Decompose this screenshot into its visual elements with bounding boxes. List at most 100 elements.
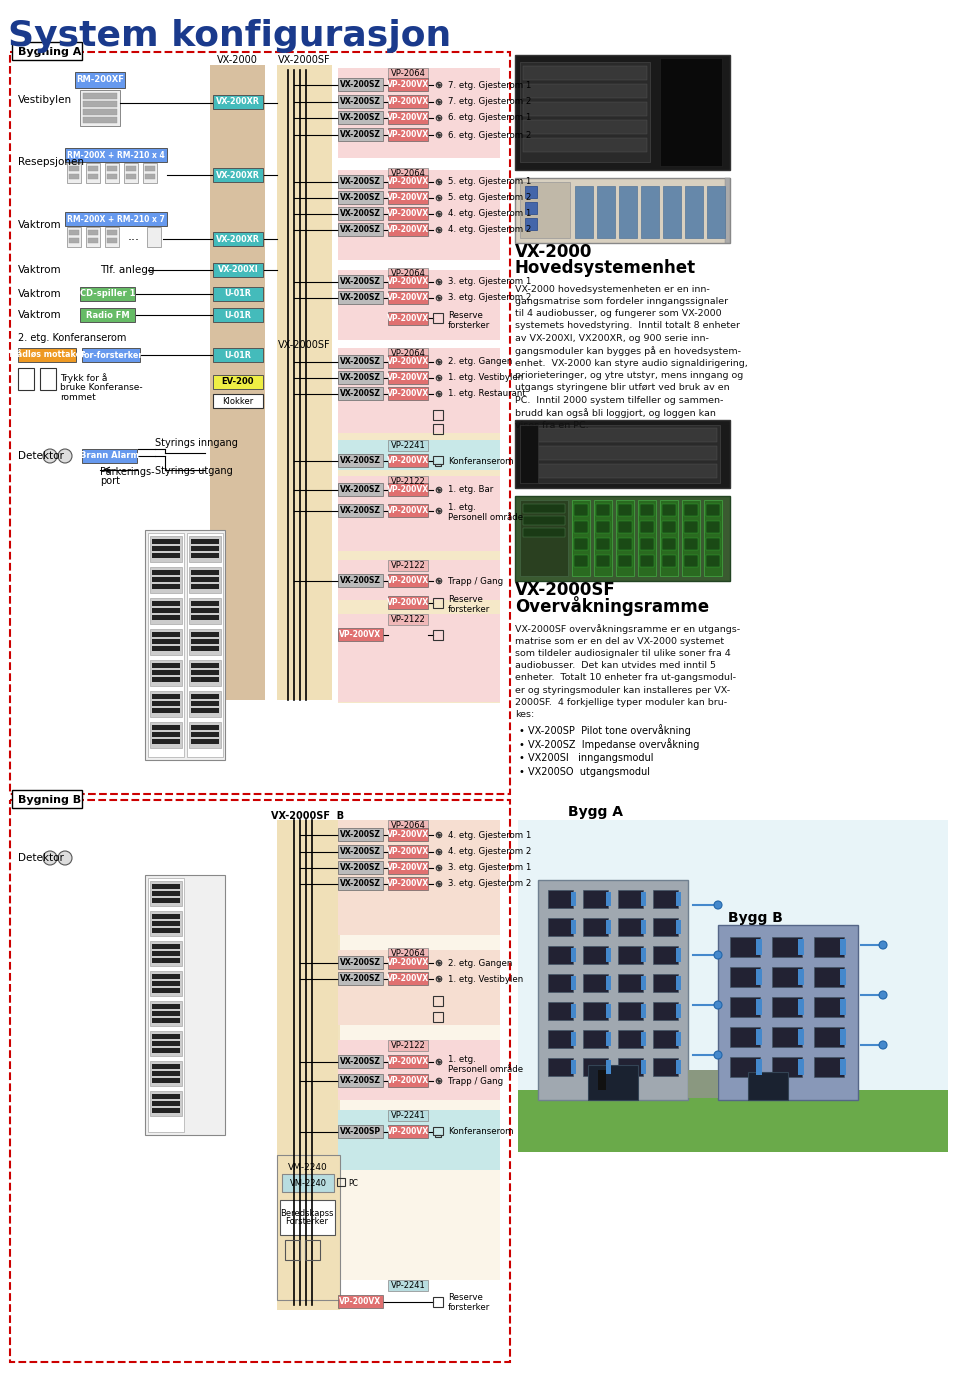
Bar: [641, 1004, 646, 1018]
Bar: [69, 230, 79, 234]
Bar: [277, 1156, 340, 1300]
Bar: [596, 554, 610, 567]
Bar: [338, 348, 500, 433]
Bar: [150, 629, 182, 655]
Polygon shape: [438, 84, 441, 87]
Bar: [145, 876, 225, 1135]
Text: Parkerings-: Parkerings-: [100, 467, 155, 477]
Bar: [152, 1048, 180, 1054]
Bar: [338, 68, 500, 159]
Bar: [618, 1058, 643, 1076]
Bar: [433, 996, 443, 1007]
Bar: [653, 1003, 678, 1020]
Bar: [388, 972, 428, 985]
Bar: [518, 821, 948, 1129]
Bar: [189, 661, 221, 685]
Bar: [388, 1125, 428, 1138]
Text: Forsterker: Forsterker: [285, 1218, 328, 1226]
Text: 3. etg. Gjesterom 2: 3. etg. Gjesterom 2: [448, 294, 532, 302]
Text: VX-200SZ: VX-200SZ: [340, 485, 381, 494]
Text: VX-200SZ: VX-200SZ: [340, 506, 381, 514]
Bar: [618, 918, 643, 936]
Bar: [338, 1055, 383, 1067]
Bar: [571, 1060, 576, 1074]
Text: VP-200VX: VP-200VX: [387, 974, 429, 983]
Bar: [191, 677, 219, 683]
Bar: [772, 1056, 802, 1077]
Bar: [152, 980, 180, 986]
Text: Vaktrom: Vaktrom: [18, 290, 61, 299]
Bar: [606, 920, 611, 934]
Bar: [704, 501, 722, 576]
Text: VP-2122: VP-2122: [391, 1041, 425, 1049]
Text: rommet: rommet: [60, 393, 96, 403]
Text: EV-200: EV-200: [222, 378, 254, 386]
Bar: [772, 967, 802, 987]
Bar: [676, 892, 681, 906]
Bar: [520, 425, 538, 483]
Bar: [191, 632, 219, 637]
Bar: [515, 178, 730, 243]
Bar: [150, 1060, 182, 1087]
Bar: [152, 1100, 180, 1106]
Text: 4. etg. Gjesterom 2: 4. etg. Gjesterom 2: [448, 226, 532, 234]
Bar: [338, 371, 383, 383]
Bar: [583, 918, 608, 936]
Bar: [618, 503, 632, 516]
Text: 1. etg. Vestibylen: 1. etg. Vestibylen: [448, 975, 523, 983]
Text: VP-200VX: VP-200VX: [387, 113, 429, 121]
Text: Reserve: Reserve: [448, 596, 483, 604]
Bar: [571, 920, 576, 934]
Bar: [152, 732, 180, 736]
Text: U-01R: U-01R: [225, 290, 252, 298]
Bar: [685, 186, 703, 239]
Text: Vestibylen: Vestibylen: [18, 95, 72, 105]
Polygon shape: [438, 229, 441, 232]
Bar: [388, 274, 428, 288]
Bar: [12, 790, 82, 808]
Bar: [145, 165, 155, 171]
Bar: [606, 892, 611, 906]
Text: VX-200SZ: VX-200SZ: [340, 878, 381, 888]
Text: VP-200VX: VP-200VX: [387, 130, 429, 139]
Bar: [148, 878, 184, 1132]
Bar: [520, 62, 650, 161]
Bar: [525, 218, 537, 230]
Bar: [515, 421, 730, 488]
Text: VX-2000: VX-2000: [515, 243, 592, 261]
Text: VX-200XR: VX-200XR: [216, 98, 260, 106]
Bar: [388, 371, 428, 383]
Bar: [150, 598, 182, 625]
Bar: [187, 534, 223, 757]
Text: bruke Konferanse-: bruke Konferanse-: [60, 383, 143, 393]
Bar: [676, 1004, 681, 1018]
Polygon shape: [438, 488, 441, 491]
Bar: [152, 1018, 180, 1023]
Bar: [191, 601, 219, 605]
Text: VP-200VX: VP-200VX: [387, 357, 429, 365]
Bar: [338, 354, 383, 368]
Bar: [191, 583, 219, 589]
Bar: [338, 223, 383, 236]
Bar: [86, 163, 100, 183]
Text: VX-2000SF overvåkningsramme er en utgangs-
matrise som er en del av VX-2000 syst: VX-2000SF overvåkningsramme er en utgang…: [515, 625, 740, 718]
Bar: [653, 889, 678, 907]
Text: 6. etg. Gjesterom 2: 6. etg. Gjesterom 2: [448, 131, 532, 139]
Polygon shape: [438, 509, 441, 513]
Bar: [662, 503, 676, 516]
Text: 4. etg. Gjesterom 1: 4. etg. Gjesterom 1: [448, 830, 532, 840]
Bar: [388, 128, 428, 141]
Bar: [152, 945, 180, 949]
Bar: [772, 1027, 802, 1047]
Text: VP-200VX: VP-200VX: [387, 314, 429, 323]
Bar: [606, 947, 611, 963]
Bar: [515, 55, 730, 170]
Bar: [338, 560, 500, 600]
Bar: [388, 956, 428, 969]
Bar: [152, 928, 180, 934]
Circle shape: [714, 1051, 722, 1059]
Bar: [191, 725, 219, 729]
Bar: [653, 946, 678, 964]
Text: Styrings inngang: Styrings inngang: [155, 439, 238, 448]
Bar: [606, 1004, 611, 1018]
